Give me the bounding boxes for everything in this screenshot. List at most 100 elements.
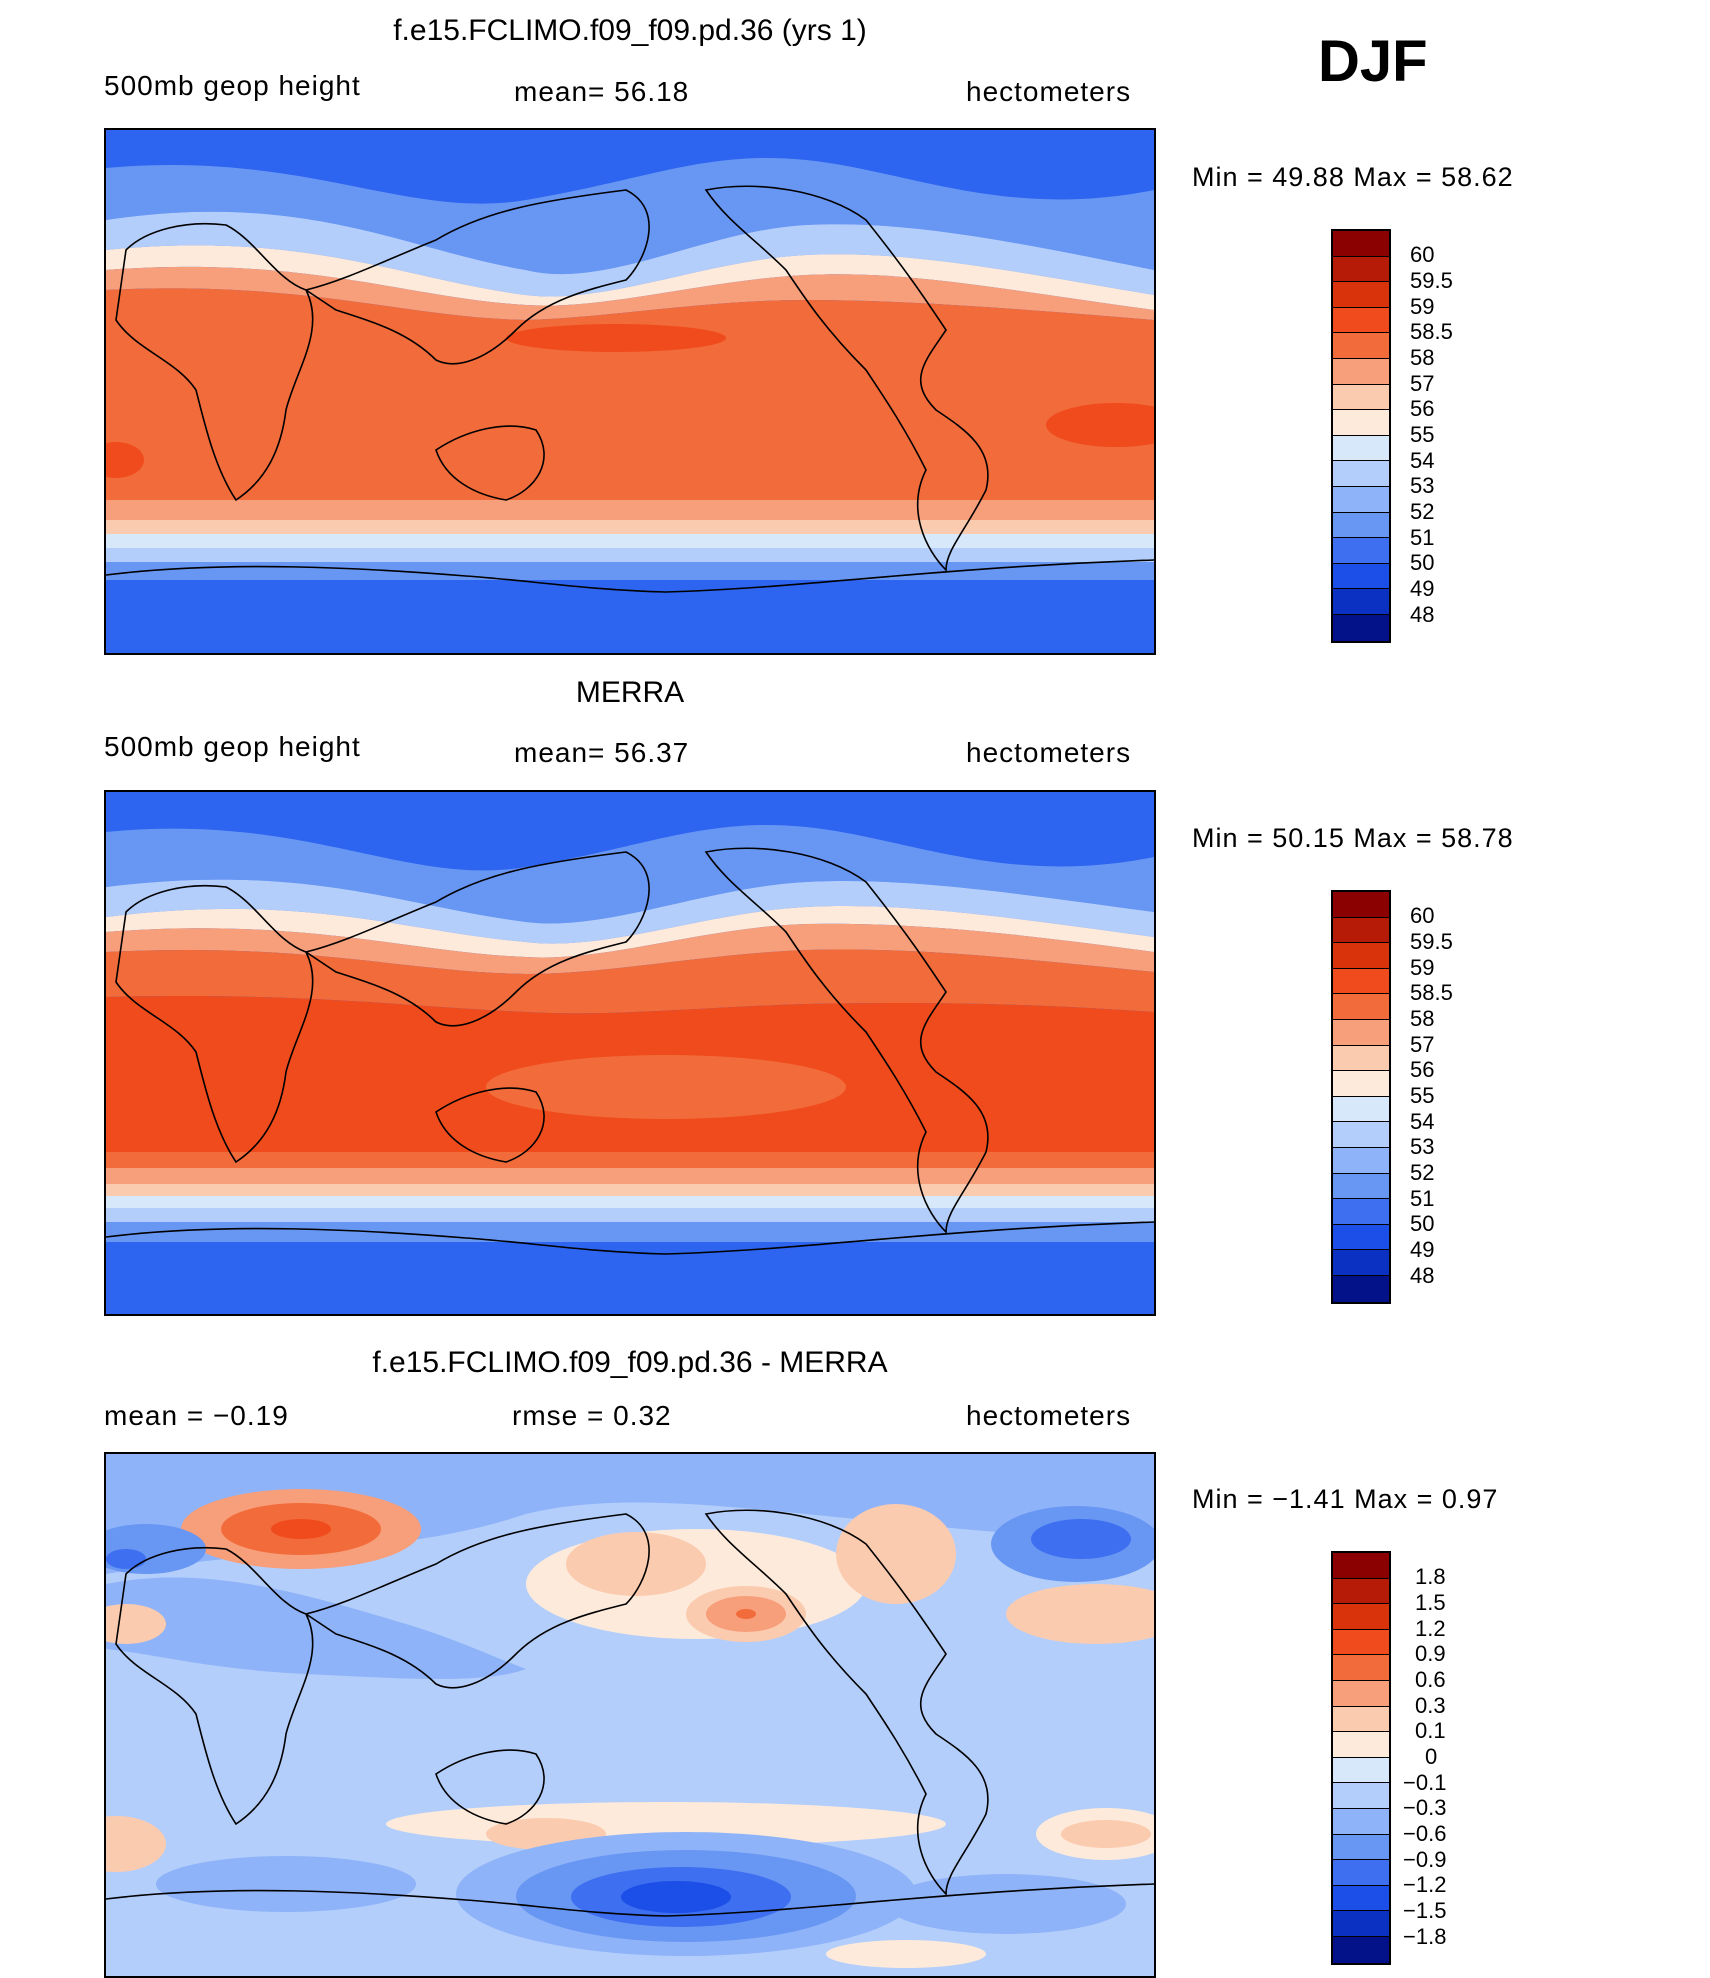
colorbar-tick-label: 58.5: [1410, 980, 1453, 1005]
colorbar-swatch: [1333, 1275, 1389, 1302]
panel-title-model: f.e15.FCLIMO.f09_f09.pd.36 (yrs 1): [393, 14, 867, 47]
colorbar-obs: [1331, 890, 1391, 1304]
colorbar-tick-label: −1.2: [1403, 1872, 1447, 1897]
colorbar-tick-label: 49: [1410, 1237, 1435, 1262]
colorbar-tick-label: 59: [1410, 955, 1435, 980]
colorbar-swatch: [1333, 1911, 1389, 1937]
map-panel-obs: [104, 790, 1156, 1316]
colorbar-swatch: [1333, 333, 1389, 359]
colorbar-swatch: [1333, 917, 1389, 944]
colorbar-swatch: [1333, 1147, 1389, 1174]
colorbar-swatch: [1333, 1757, 1389, 1784]
colorbar-swatch: [1333, 1096, 1389, 1123]
colorbar-swatch: [1333, 358, 1389, 385]
colorbar-swatch: [1333, 1199, 1389, 1225]
colorbar-swatch: [1333, 968, 1389, 995]
colorbar-tick-label: 0.6: [1415, 1667, 1446, 1692]
colorbar-swatch: [1333, 1629, 1389, 1656]
colorbar-swatch: [1333, 282, 1389, 308]
field-map-diff: [106, 1454, 1154, 1976]
colorbar-swatch: [1333, 1680, 1389, 1707]
colorbar-tick-label: 59.5: [1410, 929, 1453, 954]
colorbar-swatch: [1333, 1655, 1389, 1681]
colorbar-tick-label: 0.1: [1415, 1718, 1446, 1743]
map-panel-model: [104, 128, 1156, 655]
panel-mean-label-obs: mean= 56.37: [514, 737, 690, 768]
colorbar-swatch: [1333, 1250, 1389, 1276]
colorbar-tick-label: 60: [1410, 903, 1435, 928]
colorbar-swatch: [1333, 307, 1389, 334]
colorbar-swatch: [1333, 1173, 1389, 1200]
colorbar-swatch: [1333, 435, 1389, 462]
colorbar-tick-label: 57: [1410, 1032, 1435, 1057]
colorbar-swatch: [1333, 538, 1389, 564]
colorbar-swatch: [1333, 512, 1389, 539]
colorbar-swatch: [1333, 486, 1389, 513]
colorbar-tick-label: 55: [1410, 422, 1435, 447]
panel-units-label-model: hectometers: [966, 76, 1132, 107]
colorbar-tick-label: 59: [1410, 294, 1435, 319]
colorbar-tick-label: 53: [1410, 1134, 1435, 1159]
colorbar-tick-label: 0: [1425, 1744, 1438, 1769]
colorbar-swatch: [1333, 1578, 1389, 1605]
colorbar-swatch: [1333, 892, 1389, 918]
panel-left-label-obs: 500mb geop height: [104, 731, 361, 762]
colorbar-tick-label: 54: [1410, 1109, 1435, 1134]
panel-stats-obs: Min = 50.15 Max = 58.78: [1192, 823, 1514, 853]
field-map-model: [106, 130, 1154, 653]
colorbar-tick-label: −0.1: [1403, 1770, 1447, 1795]
colorbar-tick-label: 53: [1410, 473, 1435, 498]
colorbar-tick-label: 58: [1410, 1006, 1435, 1031]
panel-stats-diff: Min = −1.41 Max = 0.97: [1192, 1484, 1499, 1514]
colorbar-swatch: [1333, 1604, 1389, 1630]
colorbar-labels-obs: 60 59.5 59 58.5 58 57 56 55 54 53 52 51 …: [1410, 890, 1490, 1304]
panel-mean-label-diff: mean = −0.19: [104, 1400, 289, 1431]
colorbar-tick-label: 55: [1410, 1083, 1435, 1108]
colorbar-swatch: [1333, 1706, 1389, 1733]
colorbar-labels-model: 60 59.5 59 58.5 58 57 56 55 54 53 52 51 …: [1410, 229, 1490, 643]
panel-stats-model: Min = 49.88 Max = 58.62: [1192, 162, 1514, 192]
colorbar-model: [1331, 229, 1391, 643]
panel-rmse-label-diff: rmse = 0.32: [512, 1400, 672, 1431]
field-map-obs: [106, 792, 1154, 1314]
colorbar-tick-label: −0.9: [1403, 1847, 1447, 1872]
colorbar-tick-label: −1.5: [1403, 1898, 1447, 1923]
colorbar-swatch: [1333, 1783, 1389, 1809]
colorbar-tick-label: 56: [1410, 1057, 1435, 1082]
colorbar-swatch: [1333, 1732, 1389, 1758]
colorbar-tick-label: 54: [1410, 448, 1435, 473]
map-panel-diff: [104, 1452, 1156, 1978]
colorbar-tick-label: 52: [1410, 499, 1435, 524]
colorbar-tick-label: 50: [1410, 550, 1435, 575]
colorbar-swatch: [1333, 1071, 1389, 1097]
colorbar-tick-label: 50: [1410, 1211, 1435, 1236]
colorbar-tick-label: 52: [1410, 1160, 1435, 1185]
colorbar-swatch: [1333, 614, 1389, 641]
colorbar-swatch: [1333, 384, 1389, 411]
panel-units-label-obs: hectometers: [966, 737, 1132, 768]
colorbar-tick-label: 49: [1410, 576, 1435, 601]
colorbar-tick-label: 1.8: [1415, 1564, 1446, 1589]
colorbar-tick-label: 48: [1410, 1263, 1435, 1288]
colorbar-tick-label: −0.6: [1403, 1821, 1447, 1846]
colorbar-swatch: [1333, 1860, 1389, 1886]
colorbar-tick-label: 48: [1410, 602, 1435, 627]
panel-units-label-diff: hectometers: [966, 1400, 1132, 1431]
colorbar-tick-label: 59.5: [1410, 268, 1453, 293]
colorbar-tick-label: 1.5: [1415, 1590, 1446, 1615]
colorbar-tick-label: 1.2: [1415, 1616, 1446, 1641]
colorbar-swatch: [1333, 1122, 1389, 1148]
colorbar-swatch: [1333, 1553, 1389, 1579]
colorbar-swatch: [1333, 410, 1389, 436]
colorbar-swatch: [1333, 1224, 1389, 1251]
colorbar-swatch: [1333, 1885, 1389, 1912]
colorbar-swatch: [1333, 256, 1389, 283]
colorbar-swatch: [1333, 563, 1389, 590]
colorbar-tick-label: −1.8: [1403, 1924, 1447, 1949]
panel-title-diff: f.e15.FCLIMO.f09_f09.pd.36 - MERRA: [372, 1346, 888, 1379]
colorbar-tick-label: 57: [1410, 371, 1435, 396]
colorbar-tick-label: 0.9: [1415, 1641, 1446, 1666]
colorbar-swatch: [1333, 589, 1389, 615]
panel-title-obs: MERRA: [575, 676, 685, 709]
colorbar-diff: [1331, 1551, 1391, 1965]
